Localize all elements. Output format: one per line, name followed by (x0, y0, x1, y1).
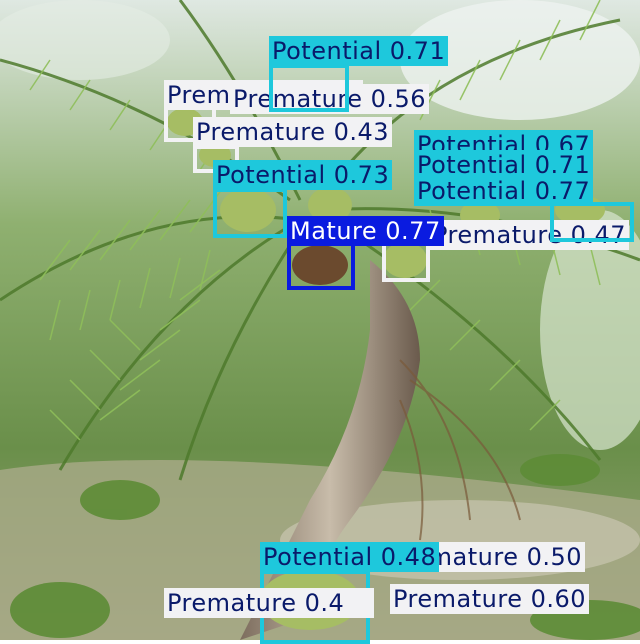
bounding-box (287, 242, 355, 290)
detection-label: Premature 0.60 (390, 584, 590, 614)
bounding-box (213, 188, 287, 238)
detection-label: Premature 0.4 (164, 588, 374, 618)
detection-label: Premature 0.47 (430, 220, 630, 250)
bounding-box (550, 202, 634, 242)
detection-label: Premature 0.50 (386, 542, 586, 572)
bounding-box (382, 240, 430, 282)
detection-label: Mature 0.77 (287, 216, 444, 246)
detection-label: Potential 0.71 (269, 36, 449, 66)
bounding-box (269, 64, 349, 112)
detection-label: Potential 0.71 (414, 150, 594, 180)
detection-label: Potential 0.48 (260, 542, 440, 572)
detection-label: Potential 0.77 (414, 176, 594, 206)
detection-label: Premature 0.43 (193, 117, 393, 147)
detection-label: Potential 0.73 (213, 160, 393, 190)
